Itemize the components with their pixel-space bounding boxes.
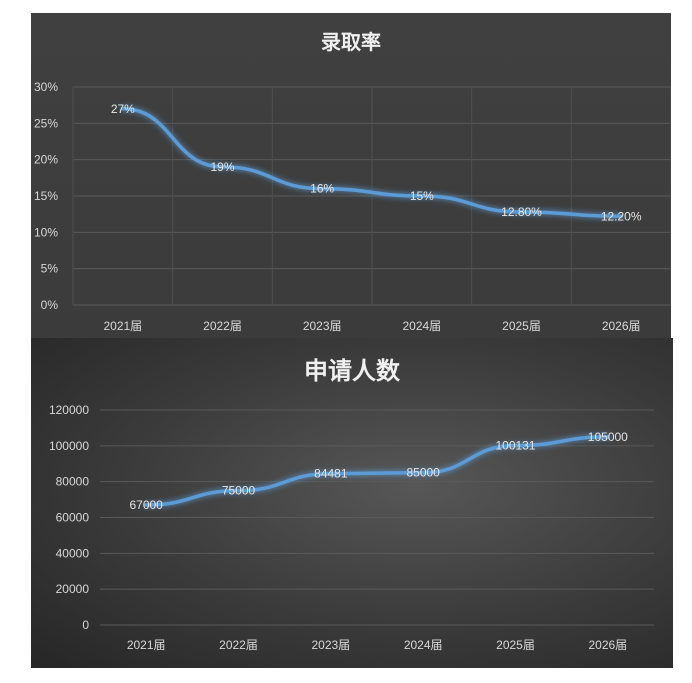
y-tick-label: 25% <box>34 116 58 130</box>
y-tick-label: 60000 <box>56 511 90 525</box>
series-line <box>144 435 610 507</box>
x-tick-label: 2023届 <box>303 319 342 333</box>
applicants-chart-svg: 申请人数 0 20000 40000 60000 80000 100000 120000 202… <box>49 357 654 652</box>
data-label: 67000 <box>129 498 163 512</box>
data-point <box>144 503 148 507</box>
x-tick-label: 2026届 <box>602 319 641 333</box>
data-label: 84481 <box>314 467 348 481</box>
data-label: 15% <box>410 189 434 203</box>
x-tick-label: 2024届 <box>402 319 441 333</box>
y-tick-label: 80000 <box>56 475 90 489</box>
y-tick-label: 20% <box>34 153 58 167</box>
data-label: 27% <box>111 102 135 116</box>
data-label: 12.80% <box>501 205 542 219</box>
x-tick-label: 2026届 <box>588 638 627 652</box>
data-point <box>514 444 517 448</box>
data-point <box>221 165 224 169</box>
chart-title: 录取率 <box>321 30 381 54</box>
x-tick-label: 2025届 <box>502 319 541 333</box>
data-label: 85000 <box>406 466 440 480</box>
data-label: 16% <box>310 182 334 196</box>
x-tick-label: 2021届 <box>127 638 166 652</box>
y-tick-label: 20000 <box>56 582 90 596</box>
y-tick-label: 0 <box>82 618 89 632</box>
data-point <box>606 435 610 439</box>
series-line <box>121 107 623 219</box>
data-point <box>520 210 523 214</box>
x-tick-label: 2022届 <box>219 638 258 652</box>
data-label: 100131 <box>495 439 535 453</box>
data-point <box>421 471 425 475</box>
y-tick-label: 0% <box>41 298 59 312</box>
data-label: 105000 <box>588 430 628 444</box>
data-point <box>329 472 333 476</box>
y-tick-label: 40000 <box>56 546 90 560</box>
data-point <box>320 187 324 191</box>
data-label: 12.20% <box>601 209 642 223</box>
data-point <box>121 107 125 111</box>
data-point <box>237 489 240 493</box>
data-label: 19% <box>210 160 234 174</box>
x-tick-label: 2021届 <box>103 319 142 333</box>
x-tick-label: 2025届 <box>496 638 535 652</box>
applicants-chart: 申请人数 0 20000 40000 60000 80000 100000 120000 202… <box>31 338 673 668</box>
y-tick-label: 10% <box>34 225 58 239</box>
admission-rate-chart-svg: 录取率 0% 5% 10% 15% 20% 25% 30% 2021届 2022届 2023届 202… <box>34 30 671 333</box>
data-label: 75000 <box>222 484 256 498</box>
x-tick-label: 2024届 <box>404 638 443 652</box>
y-tick-label: 5% <box>41 262 59 276</box>
y-tick-label: 15% <box>34 189 58 203</box>
data-point <box>420 194 424 198</box>
y-tick-label: 120000 <box>49 403 89 417</box>
chart-title: 申请人数 <box>304 357 401 385</box>
x-tick-label: 2022届 <box>203 319 242 333</box>
admission-rate-chart: 录取率 0% 5% 10% 15% 20% 25% 30% 2021届 2022届 2023届 202… <box>31 13 671 338</box>
data-point <box>619 214 623 218</box>
y-tick-label: 30% <box>34 80 58 94</box>
x-tick-label: 2023届 <box>311 638 350 652</box>
y-tick-label: 100000 <box>49 439 89 453</box>
